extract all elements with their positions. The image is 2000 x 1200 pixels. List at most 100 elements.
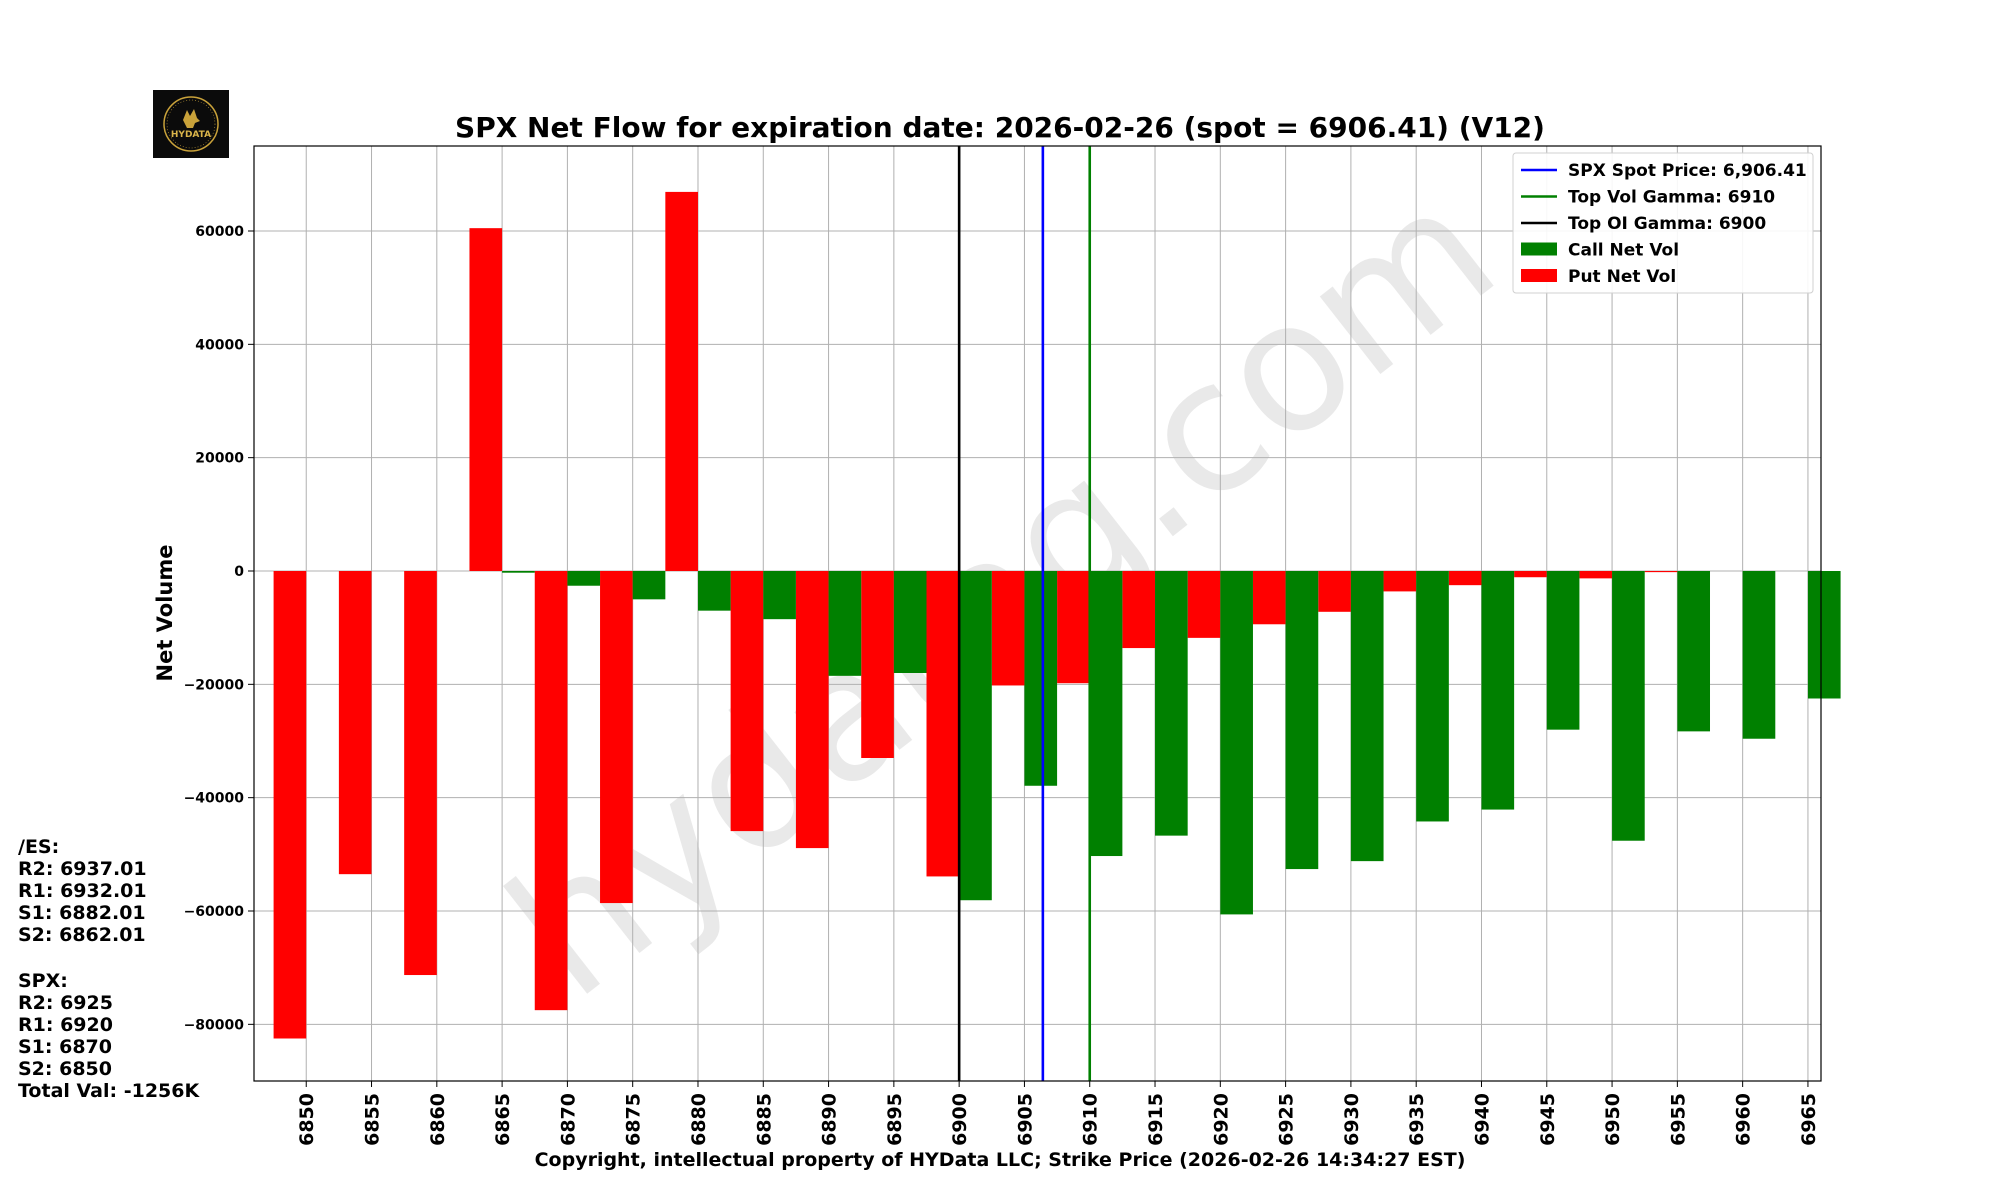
call-bar-6950 — [1612, 571, 1645, 841]
call-bar-6910 — [1089, 571, 1123, 857]
legend-box — [1512, 152, 1814, 294]
legend-patch-icon — [1521, 242, 1557, 256]
x-tick-label-6900: 6900 — [949, 1093, 971, 1146]
x-tick-label-6915: 6915 — [1145, 1093, 1167, 1146]
es-r2: R2: 6937.01 — [18, 858, 147, 880]
es-s2: S2: 6862.01 — [18, 924, 146, 946]
y-tick-label: −80000 — [184, 1017, 245, 1033]
x-tick-label-6930: 6930 — [1341, 1093, 1363, 1146]
bars — [273, 191, 1841, 1039]
x-tick-label-6850: 6850 — [296, 1093, 318, 1146]
es-levels: /ES: R2: 6937.01 R1: 6932.01 S1: 6882.01… — [18, 836, 147, 946]
x-axis-label: Copyright, intellectual property of HYDa… — [535, 1149, 1466, 1171]
y-tick-label: 60000 — [195, 224, 244, 240]
spx-r1: R1: 6920 — [18, 1014, 113, 1036]
y-axis-ticks: 60000 40000 20000 0 −20000 −40000 −60000 −80000 — [184, 224, 254, 1033]
reference-lines — [957, 146, 1092, 1081]
put-bar-6925 — [1252, 571, 1286, 625]
call-bar-6880 — [697, 571, 731, 611]
call-bar-6920 — [1220, 571, 1253, 915]
legend: SPX Spot Price: 6,906.41 Top Vol Gamma: 6… — [1512, 152, 1814, 294]
put-bar-6870 — [534, 571, 568, 1011]
put-bar-6920 — [1187, 571, 1221, 638]
put-bar-6895 — [861, 571, 894, 758]
call-bar-6965 — [1807, 571, 1841, 699]
put-bar-6900 — [926, 571, 960, 877]
put-bar-6885 — [730, 571, 764, 832]
x-tick-label-6925: 6925 — [1276, 1093, 1298, 1146]
call-bar-6885 — [763, 571, 796, 620]
total-value: Total Val: -1256K — [18, 1080, 200, 1102]
put-bar-6850 — [273, 571, 307, 1039]
put-bar-6915 — [1122, 571, 1156, 649]
y-axis-label: Net Volume — [153, 545, 177, 682]
put-bar-6905 — [991, 571, 1025, 686]
call-bar-6895 — [893, 571, 927, 673]
put-bar-6855 — [338, 571, 372, 875]
call-bar-6925 — [1285, 571, 1319, 870]
x-tick-label-6895: 6895 — [884, 1093, 906, 1146]
call-bar-6900 — [959, 571, 992, 901]
call-bar-6955 — [1677, 571, 1711, 732]
y-tick-label: −40000 — [184, 791, 245, 807]
y-tick-label: 40000 — [195, 337, 244, 353]
y-tick-label: 20000 — [195, 451, 244, 467]
x-tick-label-6935: 6935 — [1406, 1093, 1428, 1146]
x-tick-label-6960: 6960 — [1733, 1093, 1755, 1146]
legend-label: Put Net Vol — [1568, 267, 1676, 287]
x-tick-label-6875: 6875 — [623, 1093, 645, 1146]
put-bar-6860 — [404, 571, 437, 976]
call-bar-6960 — [1742, 571, 1776, 739]
x-tick-label-6955: 6955 — [1667, 1093, 1689, 1146]
call-bar-6905 — [1024, 571, 1058, 786]
svg-text:HYDATA: HYDATA — [171, 130, 211, 140]
y-tick-label: −60000 — [184, 904, 245, 920]
legend-patch-icon — [1521, 269, 1557, 282]
plot-frame — [253, 145, 1822, 1082]
put-bar-6945 — [1514, 571, 1547, 578]
spx-title: SPX: — [18, 970, 68, 992]
x-tick-label-6910: 6910 — [1080, 1093, 1102, 1146]
legend-label: Call Net Vol — [1568, 241, 1679, 261]
y-tick-label: −20000 — [184, 677, 245, 693]
x-tick-label-6965: 6965 — [1798, 1093, 1820, 1146]
es-title: /ES: — [18, 836, 60, 858]
x-tick-label-6940: 6940 — [1471, 1093, 1493, 1146]
x-tick-label-6950: 6950 — [1602, 1093, 1624, 1146]
call-bar-6870 — [567, 571, 601, 586]
call-bar-6940 — [1481, 571, 1515, 810]
chart-title: SPX Net Flow for expiration date: 2026-0… — [455, 111, 1545, 144]
x-tick-label-6890: 6890 — [819, 1093, 841, 1146]
call-bar-6875 — [632, 571, 666, 600]
spx-s2: S2: 6850 — [18, 1058, 112, 1080]
x-tick-label-6885: 6885 — [753, 1093, 775, 1146]
y-tick-label: 0 — [234, 564, 244, 580]
es-s1: S1: 6882.01 — [18, 902, 146, 924]
es-r1: R1: 6932.01 — [18, 880, 147, 902]
put-bar-6955 — [1644, 571, 1678, 573]
call-bar-6945 — [1546, 571, 1580, 730]
x-tick-label-6870: 6870 — [557, 1093, 579, 1146]
spx-s1: S1: 6870 — [18, 1036, 112, 1058]
put-bar-6875 — [600, 571, 633, 904]
put-bar-6940 — [1448, 571, 1482, 586]
legend-label: Top OI Gamma: 6900 — [1568, 214, 1766, 234]
put-bar-6865 — [469, 228, 503, 571]
put-bar-6910 — [1057, 571, 1090, 684]
call-bar-6915 — [1155, 571, 1188, 836]
hydata-logo: HYDATA — [153, 90, 229, 158]
put-bar-6930 — [1318, 571, 1351, 612]
x-tick-label-6855: 6855 — [362, 1093, 384, 1146]
spx-levels: SPX: R2: 6925 R1: 6920 S1: 6870 S2: 6850… — [18, 970, 199, 1102]
legend-label: SPX Spot Price: 6,906.41 — [1568, 161, 1807, 181]
call-bar-6935 — [1416, 571, 1449, 822]
x-tick-label-6920: 6920 — [1210, 1093, 1232, 1146]
call-bar-6930 — [1350, 571, 1384, 862]
put-bar-6935 — [1383, 571, 1417, 592]
legend-label: Top Vol Gamma: 6910 — [1568, 188, 1775, 208]
call-bar-6890 — [828, 571, 862, 676]
x-tick-label-6945: 6945 — [1537, 1093, 1559, 1146]
put-bar-6890 — [795, 571, 829, 849]
x-tick-label-6860: 6860 — [427, 1093, 449, 1146]
